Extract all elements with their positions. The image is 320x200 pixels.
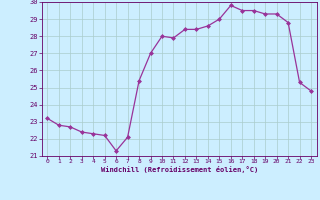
X-axis label: Windchill (Refroidissement éolien,°C): Windchill (Refroidissement éolien,°C) [100,166,258,173]
